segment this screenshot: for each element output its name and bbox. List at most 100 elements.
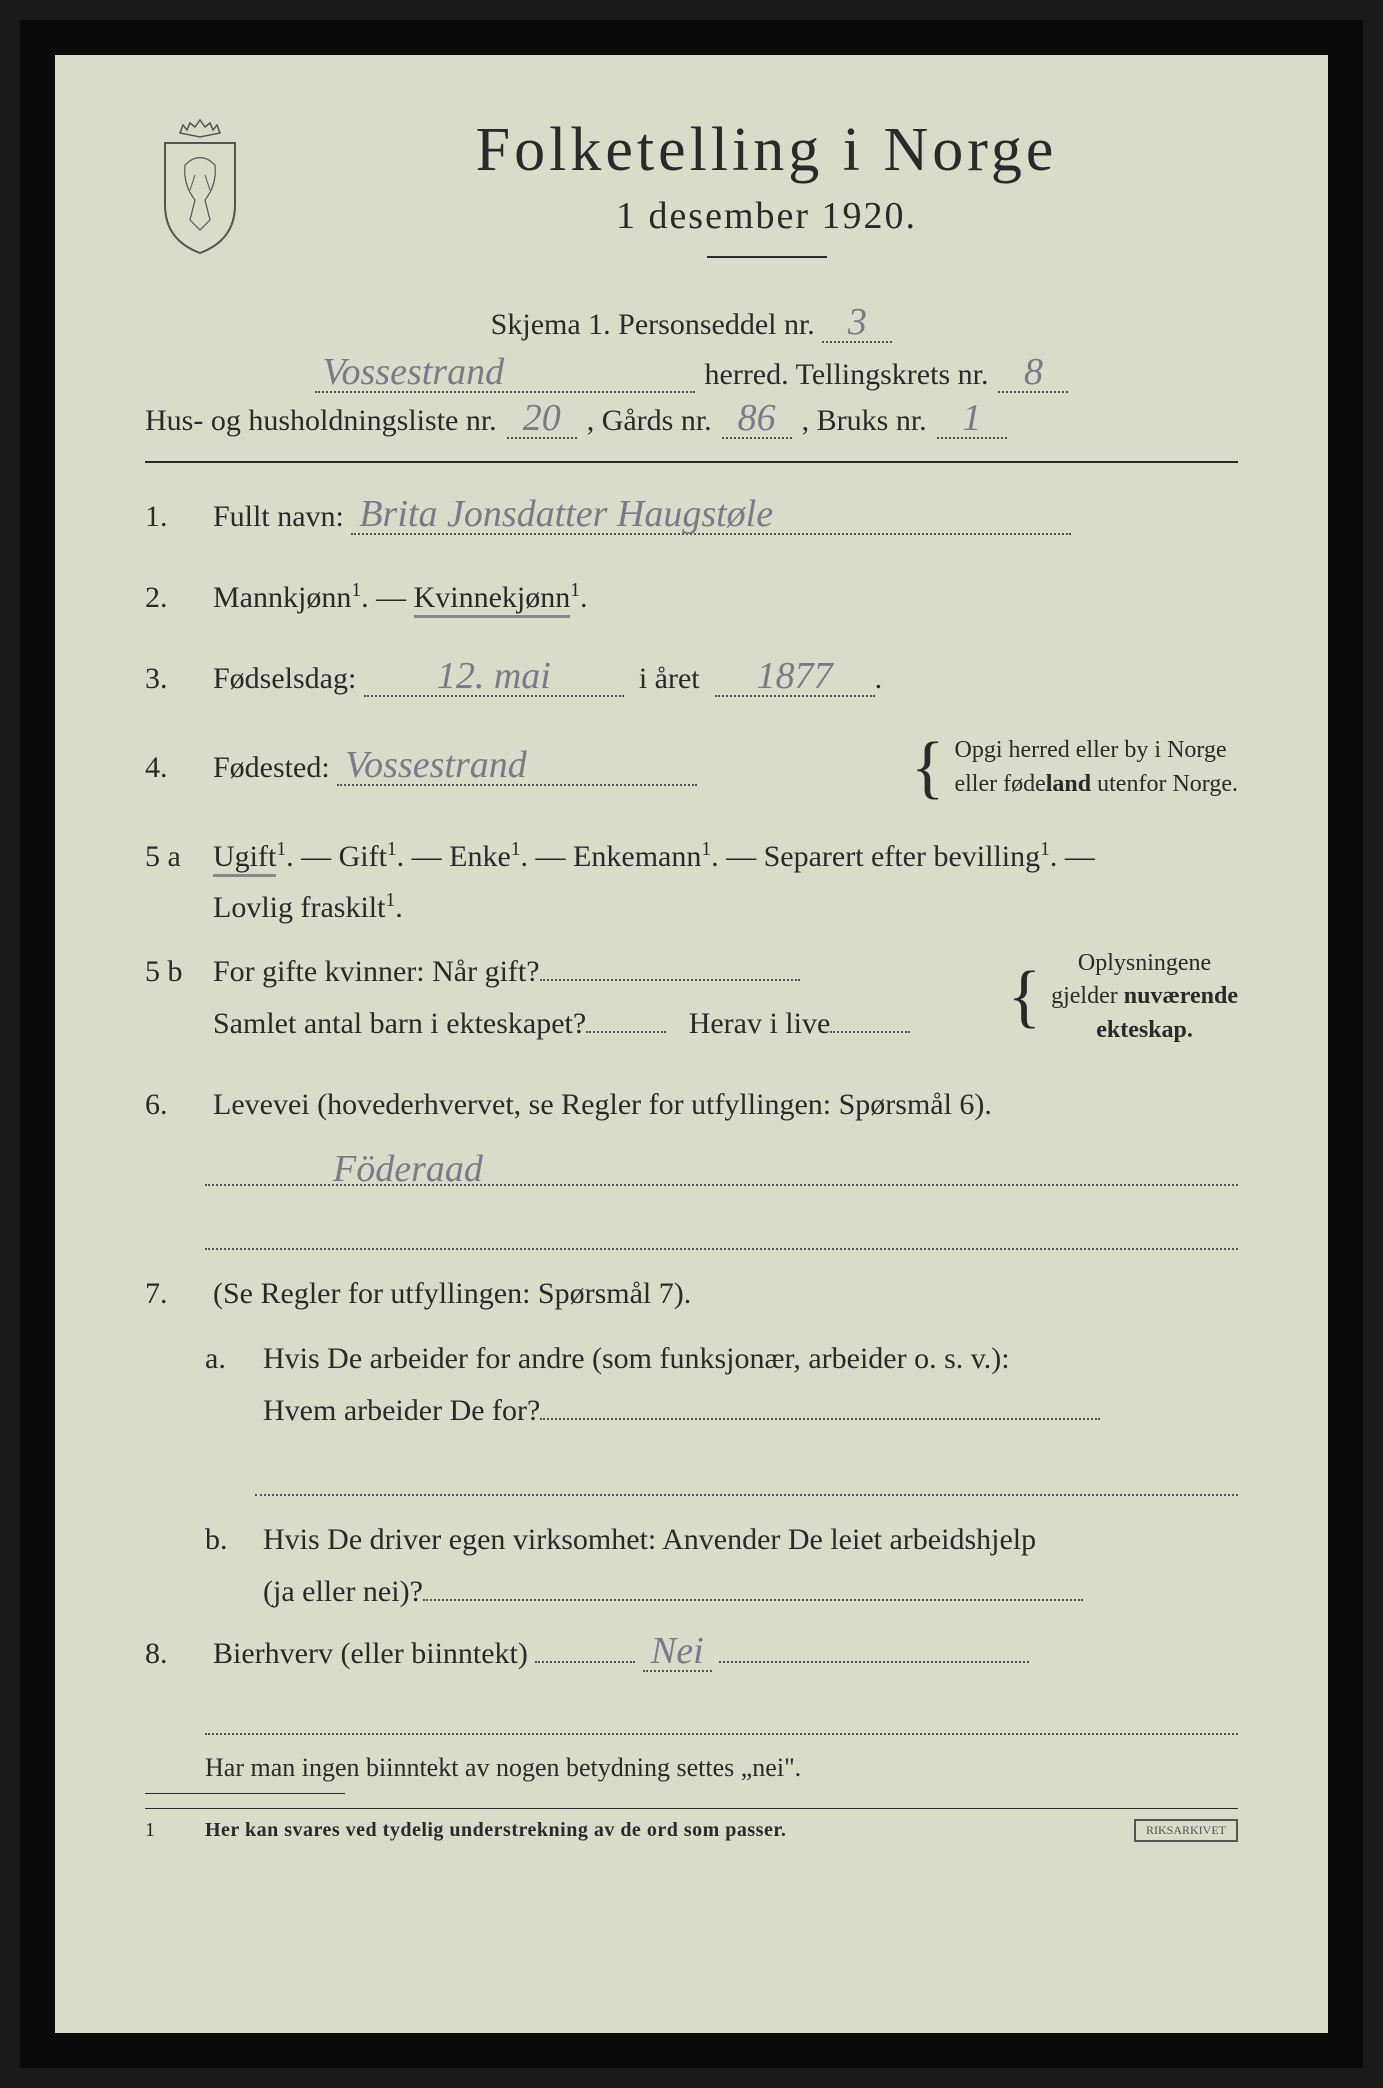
sup2: 1 — [570, 580, 580, 601]
q8-num: 8. — [145, 1628, 195, 1679]
q5b-blank1 — [540, 945, 800, 981]
s1: 1 — [276, 839, 286, 860]
q6-body: Levevei (hovederhvervet, se Regler for u… — [213, 1079, 1238, 1130]
q8: 8. Bierhverv (eller biinntekt) Nei — [145, 1627, 1238, 1679]
q5b: 5 b For gifte kvinner: Når gift? Samlet … — [145, 945, 1238, 1049]
q3-day: 12. mai — [364, 657, 624, 697]
tail-note: Har man ingen biinntekt av nogen betydni… — [145, 1753, 1238, 1783]
q4-label: Fødested: — [213, 751, 330, 784]
q7a-blank — [540, 1384, 1100, 1420]
herred-label: herred. Tellingskrets nr. — [705, 358, 989, 392]
bruks-label: , Bruks nr. — [802, 404, 927, 438]
q5b-l2a: Samlet antal barn i ekteskapet? — [213, 1007, 586, 1040]
q6-line1: Föderaad — [205, 1140, 1238, 1186]
q4-value: Vossestrand — [337, 746, 697, 786]
q7b: b. Hvis De driver egen virksomhet: Anven… — [145, 1514, 1238, 1617]
q8-value: Nei — [643, 1632, 712, 1672]
footnote: 1 Her kan svares ved tydelig understrekn… — [145, 1819, 1238, 1842]
herred-line: Vossestrand herred. Tellingskrets nr. 8 — [145, 353, 1238, 393]
q1-num: 1. — [145, 491, 195, 542]
q3-body: Fødselsdag: 12. mai i året 1877. — [213, 653, 1238, 704]
q6-answer-block: Föderaad — [145, 1140, 1238, 1250]
q1-body: Fullt navn: Brita Jonsdatter Haugstøle — [213, 491, 1238, 542]
q4-note: Opgi herred eller by i Norge eller fødel… — [954, 734, 1238, 801]
s5: 1 — [1040, 839, 1050, 860]
s4: 1 — [701, 839, 711, 860]
q5a-gift: Gift — [339, 840, 387, 873]
q3-year: 1877 — [715, 657, 875, 697]
q7-intro: (Se Regler for utfyllingen: Spørsmål 7). — [213, 1268, 1238, 1319]
q5b-n2b: nuværende — [1124, 983, 1238, 1009]
q6: 6. Levevei (hovederhvervet, se Regler fo… — [145, 1079, 1238, 1130]
bottom-rule — [145, 1808, 1238, 1809]
q5b-l2b: Herav i live — [689, 1007, 831, 1040]
q7a-l2: Hvem arbeider De for? — [263, 1394, 540, 1427]
q6-value: Föderaad — [325, 1150, 491, 1188]
q4-note2: eller føde — [954, 771, 1045, 797]
q2-body: Mannkjønn1. — Kvinnekjønn1. — [213, 572, 1238, 623]
s2: 1 — [387, 839, 397, 860]
herred-name: Vossestrand — [315, 353, 695, 393]
q8-body: Bierhverv (eller biinntekt) Nei — [213, 1627, 1238, 1679]
census-form-page: Folketelling i Norge 1 desember 1920. Sk… — [20, 20, 1363, 2068]
q7a-l1: Hvis De arbeider for andre (som funksjon… — [263, 1342, 1010, 1375]
q3-label: Fødselsdag: — [213, 662, 356, 695]
title-divider — [707, 256, 827, 258]
footnote-rule — [145, 1793, 345, 1794]
s3: 1 — [511, 839, 521, 860]
q7b-l2: (ja eller nei)? — [263, 1575, 423, 1608]
subtitle: 1 desember 1920. — [295, 194, 1238, 238]
q7a-body: Hvis De arbeider for andre (som funksjon… — [263, 1333, 1238, 1436]
gards-nr: 86 — [722, 399, 792, 439]
crest-svg — [145, 115, 255, 255]
sup1: 1 — [351, 580, 361, 601]
archive-stamp: RIKSARKIVET — [1134, 1819, 1238, 1842]
q7-num: 7. — [145, 1268, 195, 1319]
bruks-nr: 1 — [937, 399, 1007, 439]
q5b-num: 5 b — [145, 946, 195, 997]
q7a-num: a. — [205, 1333, 245, 1384]
q5b-n1: Oplysningene — [1078, 950, 1211, 976]
brace2-icon: { — [1008, 969, 1042, 1025]
q3-mid: i året — [639, 662, 700, 695]
q4-note2c: utenfor Norge. — [1091, 771, 1238, 797]
q4-num: 4. — [145, 742, 195, 793]
q5a-num: 5 a — [145, 831, 195, 882]
q7: 7. (Se Regler for utfyllingen: Spørsmål … — [145, 1268, 1238, 1319]
q2-num: 2. — [145, 572, 195, 623]
skjema-label: Skjema 1. Personseddel nr. — [491, 308, 815, 341]
q5b-l1: For gifte kvinner: Når gift? — [213, 955, 540, 988]
q5a-body: Ugift1. — Gift1. — Enke1. — Enkemann1. —… — [213, 831, 1238, 933]
gards-label: , Gårds nr. — [587, 404, 712, 438]
footnote-text: Her kan svares ved tydelig understreknin… — [205, 1819, 1104, 1842]
coat-of-arms-icon — [145, 115, 255, 255]
q5a-skilt: Lovlig fraskilt — [213, 891, 385, 924]
q5b-n3: ekteskap. — [1096, 1017, 1193, 1043]
header: Folketelling i Norge 1 desember 1920. — [145, 115, 1238, 286]
top-section-rule — [145, 461, 1238, 463]
footnote-num: 1 — [145, 1819, 175, 1842]
q3-num: 3. — [145, 653, 195, 704]
q7a-extra — [145, 1450, 1238, 1496]
q8-label: Bierhverv (eller biinntekt) — [213, 1637, 528, 1670]
q1-value: Brita Jonsdatter Haugstøle — [351, 495, 1071, 535]
husliste-nr: 20 — [507, 399, 577, 439]
q5b-body: For gifte kvinner: Når gift? Samlet anta… — [213, 945, 1238, 1049]
title-block: Folketelling i Norge 1 desember 1920. — [295, 115, 1238, 286]
q8-pre — [535, 1627, 635, 1663]
q2-female: Kvinnekjønn — [414, 581, 571, 618]
personseddel-nr: 3 — [822, 303, 892, 343]
q6-line2 — [205, 1204, 1238, 1250]
tellingskrets-nr: 8 — [998, 353, 1068, 393]
q7b-blank — [423, 1565, 1083, 1601]
q2-dash: — — [376, 581, 414, 614]
q3: 3. Fødselsdag: 12. mai i året 1877. — [145, 653, 1238, 704]
q6-num: 6. — [145, 1079, 195, 1130]
q5b-main: For gifte kvinner: Når gift? Samlet anta… — [213, 945, 998, 1049]
q7b-l1: Hvis De driver egen virksomhet: Anvender… — [263, 1523, 1036, 1556]
q5a-sep: Separert efter bevilling — [764, 840, 1041, 873]
q5a: 5 a Ugift1. — Gift1. — Enke1. — Enkemann… — [145, 831, 1238, 933]
q7b-num: b. — [205, 1514, 245, 1565]
q5a-enkemann: Enkemann — [573, 840, 701, 873]
q5b-blank2 — [586, 997, 666, 1033]
